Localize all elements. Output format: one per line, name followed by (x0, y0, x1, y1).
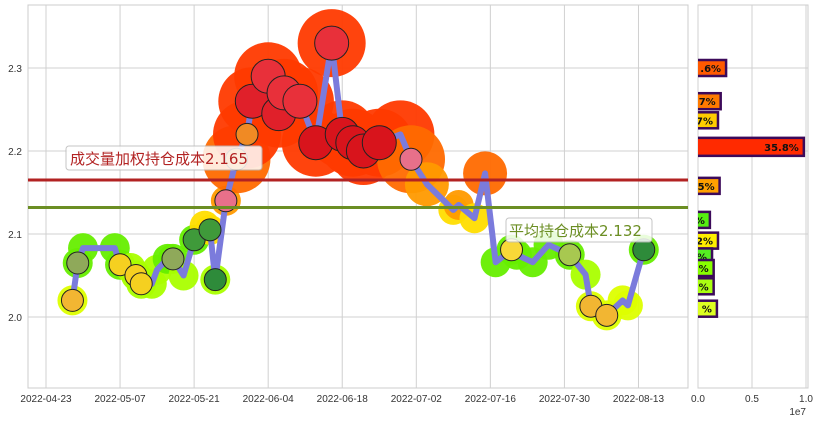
chip-bar-label: % (695, 216, 705, 227)
chip-bar (698, 58, 728, 78)
chip-bar-label: 5% (698, 182, 715, 193)
chip-bar-label: % (697, 252, 707, 263)
chip-bar (698, 258, 715, 278)
x-tick-label: 2022-07-16 (465, 394, 517, 405)
y-tick-label: 2.1 (8, 230, 22, 241)
main-plot-area (27, 4, 689, 389)
corn-icon (108, 253, 132, 277)
watermelon-icon (203, 268, 227, 292)
chip-bar-label: 7% (696, 116, 713, 127)
chip-bar-label: .6% (700, 64, 721, 75)
x-tick-label: 0.5 (745, 394, 759, 405)
pineapple-icon (60, 288, 84, 312)
watermelon-slice-icon (282, 83, 318, 119)
bar-layer: .6% 7% 7% 35.8% 5%% 2%%%%% (695, 58, 806, 318)
y-tick-label: 2.2 (8, 147, 22, 158)
x-tick-label: 2022-06-04 (243, 394, 295, 405)
y-tick-label: 2.0 (8, 313, 22, 324)
average-cost-label: 平均持仓成本2.132 (509, 222, 642, 240)
radish-icon (399, 147, 423, 171)
cost-label-box (65, 145, 263, 171)
chip-bar (698, 111, 720, 130)
watermelon-slice-icon (314, 25, 350, 61)
distribution-plot-area (697, 4, 809, 389)
chip-bar (698, 277, 715, 296)
x-tick-label: 2022-07-02 (391, 394, 443, 405)
pear-icon (161, 247, 185, 271)
x-tick-label: 2022-08-13 (613, 394, 665, 405)
x-tick-label: 2022-07-30 (539, 394, 591, 405)
chip-bar-label: 7% (699, 97, 716, 108)
cost-label-box (505, 217, 653, 243)
corn-icon (129, 272, 153, 296)
chip-bar-label: % (702, 305, 712, 316)
x-tick-label: 2022-05-07 (94, 394, 146, 405)
chip-bar (698, 136, 806, 158)
chip-bar (698, 91, 722, 111)
peas-icon (198, 218, 222, 242)
x-tick-label: 2022-05-21 (169, 394, 221, 405)
chip-bar-label: % (699, 264, 709, 275)
x-tick-label: 2022-06-18 (317, 394, 369, 405)
chip-bar (698, 299, 719, 318)
chip-bar-label: % (699, 282, 709, 293)
pear-icon (66, 251, 90, 275)
x-tick-label: 0.0 (691, 394, 705, 405)
y-tick-label: 2.3 (8, 64, 22, 75)
x-tick-label: 2022-04-23 (20, 394, 72, 405)
chip-bar (698, 176, 721, 196)
x-offset-label: 1e7 (789, 407, 806, 418)
pineapple-icon (595, 303, 619, 327)
weighted-cost-label: 成交量加权持仓成本2.165 (70, 150, 248, 168)
chip-bar-label: 35.8% (764, 143, 799, 154)
apple-icon (361, 125, 397, 161)
kiwi-icon (558, 243, 582, 267)
price-line (69, 40, 647, 319)
x-tick-label: 1.0 (799, 394, 813, 405)
chip-bar-label: 2% (696, 237, 713, 248)
chip-bar (698, 210, 712, 230)
carrot-icon (235, 122, 259, 146)
